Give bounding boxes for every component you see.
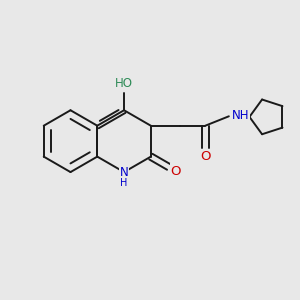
Text: O: O [200,150,211,163]
Text: O: O [171,165,181,178]
Text: HO: HO [115,77,133,90]
Text: NH: NH [232,109,249,122]
Text: N: N [120,166,128,178]
Text: H: H [120,178,128,188]
